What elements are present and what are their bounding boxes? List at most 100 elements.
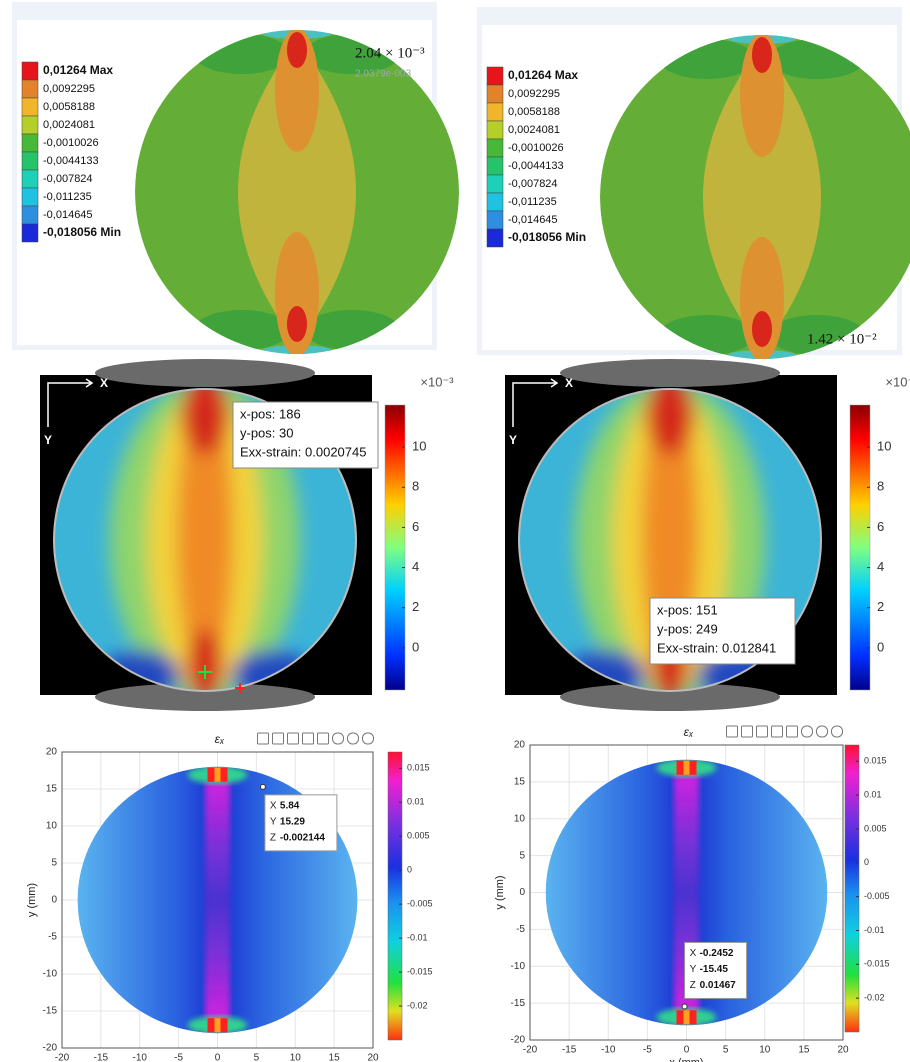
y-tick-label: 20: [46, 747, 58, 758]
toolbar-icon: [742, 726, 753, 737]
x-axis-label: x (mm): [669, 1057, 703, 1062]
toolbar-icon: [727, 726, 738, 737]
datatip-label: X: [690, 948, 697, 959]
legend-swatch: [487, 229, 503, 247]
legend-label: -0,0044133: [43, 155, 99, 167]
datatip-line: y-pos: 30: [240, 425, 293, 440]
x-tick-label: 5: [723, 1045, 729, 1056]
datatip-line: x-pos: 151: [657, 602, 718, 617]
y-tick-label: -20: [511, 1035, 526, 1046]
axis-y-label: Y: [509, 433, 517, 447]
datatip-value: 15.29: [280, 816, 305, 827]
toolbar-icon: [333, 733, 344, 744]
colorbar: [385, 405, 405, 690]
y-tick-label: 15: [46, 784, 58, 795]
legend-swatch: [22, 152, 38, 170]
fea-panel: 0,01264 Max0,00922950,00581880,0024081-0…: [477, 7, 910, 362]
legend-swatch: [487, 121, 503, 139]
legend-swatch: [22, 134, 38, 152]
legend-swatch: [22, 170, 38, 188]
y-tick-label: 5: [519, 850, 525, 861]
colorbar-scale: ×10⁻³: [420, 374, 454, 389]
y-tick-label: -20: [43, 1043, 58, 1054]
colorbar-tick-label: 0: [864, 857, 869, 867]
toolbar-icon: [787, 726, 798, 737]
legend-label: 0,0058188: [43, 101, 95, 113]
y-axis-label: y (mm): [26, 883, 38, 917]
colorbar-tick-label: 0.015: [407, 763, 430, 773]
y-tick-label: 0: [519, 887, 525, 898]
datatip-value: 5.84: [280, 800, 300, 811]
annotation-small: 2.0379e-003: [355, 69, 412, 80]
datatip-value: -0.002144: [280, 832, 325, 843]
colorbar: [388, 752, 402, 1040]
field-edge-core: [684, 1010, 690, 1024]
field-edge-core: [215, 1018, 221, 1032]
datatip-value: -15.45: [700, 964, 729, 975]
colorbar: [845, 745, 859, 1032]
field-edge-core: [684, 761, 690, 775]
colorbar-tick-label: 0.015: [864, 756, 887, 766]
legend-label: -0,0010026: [508, 142, 564, 154]
legend-label: 0,01264 Max: [43, 63, 113, 77]
y-tick-label: -5: [48, 932, 57, 943]
datatip-label: Z: [690, 980, 696, 991]
legend-swatch: [487, 85, 503, 103]
colorbar-tick-label: -0.01: [864, 925, 885, 935]
legend-swatch: [22, 116, 38, 134]
legend-label: 0,0058188: [508, 106, 560, 118]
toolbar-icon: [363, 733, 374, 744]
annotation: 2.04 × 10⁻³: [355, 45, 425, 61]
annotation: 1.42 × 10⁻²: [807, 331, 877, 347]
fea-panel: 0,01264 Max0,00922950,00581880,0024081-0…: [12, 2, 459, 357]
colorbar-tick-label: 10: [877, 439, 891, 454]
datatip-value: 0.01467: [700, 980, 737, 991]
datatip-marker: [260, 784, 265, 789]
datatip-label: Z: [270, 832, 276, 843]
field-edge-core: [215, 768, 221, 782]
toolbar-icon: [303, 733, 314, 744]
colorbar-tick-label: 8: [412, 479, 419, 494]
legend-label: -0,0010026: [43, 137, 99, 149]
legend-label: -0,018056 Min: [508, 230, 586, 244]
datatip-line: Exx-strain: 0.0020745: [240, 444, 366, 459]
colorbar-tick-label: 0: [407, 865, 412, 875]
datatip-label: Y: [690, 964, 697, 975]
axis-y-label: Y: [44, 433, 52, 447]
x-tick-label: 5: [254, 1053, 260, 1062]
colorbar-tick-label: 2: [877, 599, 884, 614]
x-tick-label: -5: [643, 1045, 652, 1056]
colorbar-tick-label: -0.02: [864, 993, 885, 1003]
colorbar: [850, 405, 870, 690]
legend-swatch: [487, 157, 503, 175]
colorbar-tick-label: -0.015: [407, 966, 433, 976]
x-tick-label: -10: [601, 1045, 616, 1056]
axis-x-label: X: [565, 376, 573, 390]
datatip-label: X: [270, 800, 277, 811]
y-tick-label: 10: [514, 813, 526, 824]
legend-swatch: [487, 175, 503, 193]
fixture: [560, 359, 780, 387]
x-tick-label: 15: [798, 1045, 810, 1056]
y-tick-label: 15: [514, 777, 526, 788]
y-tick-label: 10: [46, 821, 58, 832]
x-tick-label: 20: [367, 1053, 379, 1062]
legend-label: -0,014645: [508, 214, 558, 226]
legend-label: 0,0024081: [43, 119, 95, 131]
matlab-panel: -20-15-10-505101520-20-15-10-505101520x …: [494, 725, 890, 1062]
dic-panel: XY1086420×10⁻³x-pos: 186y-pos: 30Exx-str…: [40, 359, 454, 711]
legend-swatch: [22, 80, 38, 98]
x-tick-label: -15: [94, 1053, 109, 1062]
contour-red: [287, 32, 307, 68]
legend-swatch: [487, 193, 503, 211]
y-tick-label: 0: [51, 895, 57, 906]
y-tick-label: -10: [43, 969, 58, 980]
dic-panel: XY1086420×10⁻³x-pos: 151y-pos: 249Exx-st…: [505, 359, 910, 711]
legend-swatch: [22, 62, 38, 80]
contour-red: [287, 306, 307, 342]
colorbar-tick-label: 8: [877, 479, 884, 494]
axis-x-label: X: [100, 376, 108, 390]
legend-label: -0,014645: [43, 209, 93, 221]
legend-label: -0,011235: [43, 191, 92, 203]
legend-swatch: [487, 103, 503, 121]
